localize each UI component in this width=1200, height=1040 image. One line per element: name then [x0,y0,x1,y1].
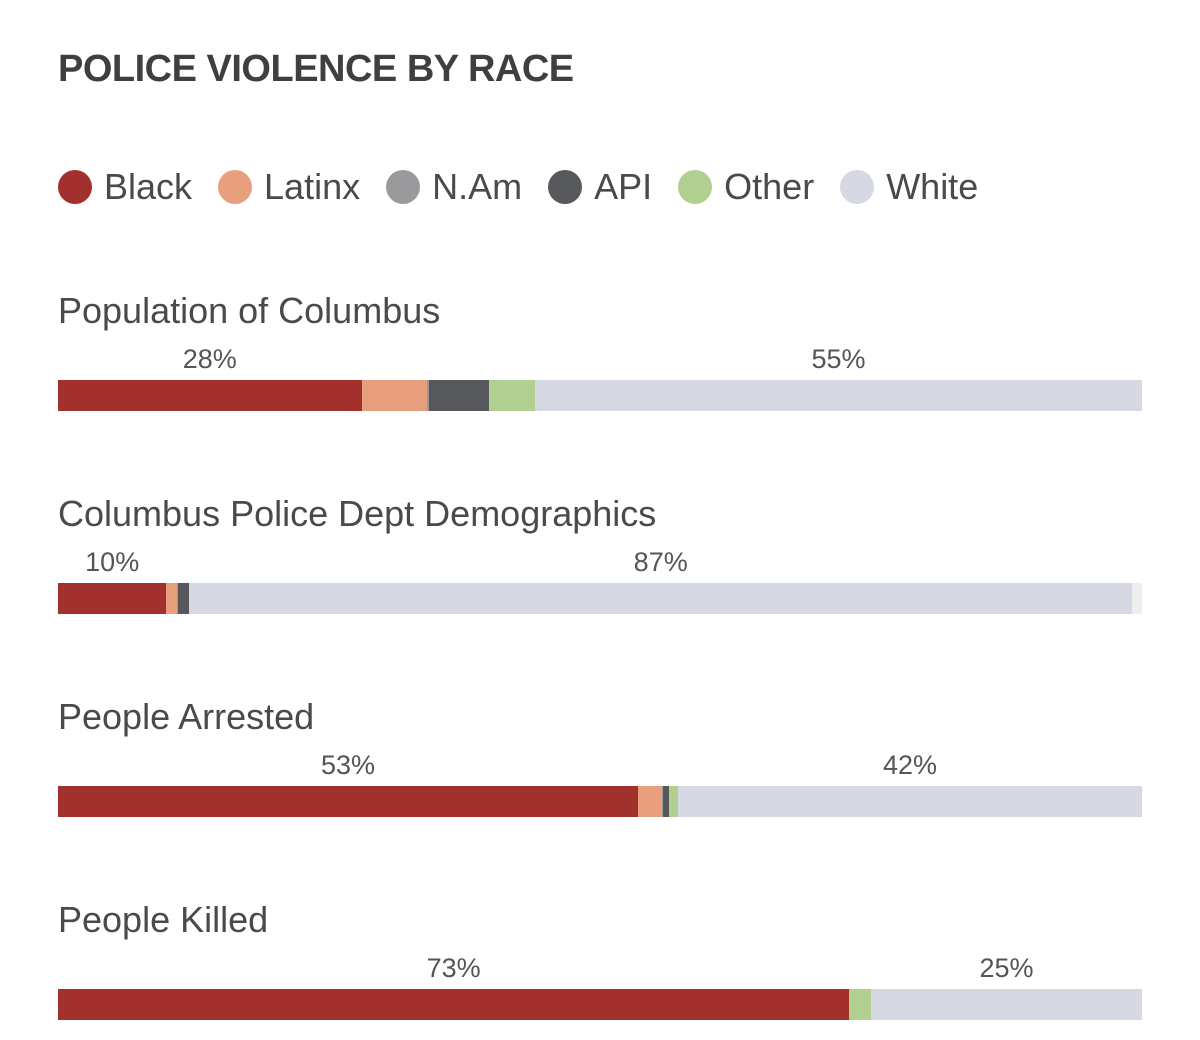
bar-segment-people-arrested-black [58,786,638,817]
bar-segment-people-arrested-n-am [661,786,663,817]
legend-item-other: Other [678,166,814,208]
data-label-people-arrested-white: 42% [882,750,938,780]
legend-swatch-white [840,170,875,204]
legend-swatch-black [58,170,92,204]
bar-columbus-police-dept-demographics [58,583,1142,614]
bar-segment-columbus-police-dept-demographics-n-am [177,583,179,614]
legend-label-white: White [886,166,979,207]
bar-segment-population-of-columbus-n-am [426,380,429,411]
legend-swatch-api [548,170,583,204]
bar-segment-columbus-police-dept-demographics-api [178,583,190,614]
legend: Black Latinx N.Am API Other White [58,164,1004,210]
bar-segment-population-of-columbus-latinx [361,380,427,411]
data-label-population-of-columbus-white: 55% [811,344,866,374]
bar-segment-columbus-police-dept-demographics-black [58,583,167,614]
data-label-population-of-columbus-black: 28% [182,344,237,374]
legend-swatch-n-am [386,170,421,204]
bar-segment-population-of-columbus-api [428,380,490,411]
data-label-people-killed-white: 25% [979,953,1034,983]
legend-item-white: White [840,166,978,208]
row-label-columbus-police-dept-demographics: Columbus Police Dept Demographics [58,493,657,534]
bar-people-arrested [58,786,1142,817]
bar-segment-population-of-columbus-other [489,380,535,411]
bar-segment-people-arrested-white [678,786,1142,817]
bar-segment-population-of-columbus-black [58,380,362,411]
bar-segment-people-arrested-other [669,786,679,817]
legend-label-black: Black [104,166,193,207]
legend-item-black: Black [58,166,192,208]
row-label-population-of-columbus: Population of Columbus [58,290,441,331]
bar-population-of-columbus [58,380,1142,411]
bar-segment-population-of-columbus-white [534,380,1142,411]
legend-swatch-latinx [218,170,253,204]
legend-label-api: API [594,166,653,207]
row-label-people-killed: People Killed [58,899,269,940]
bar-segment-people-killed-other [849,989,871,1020]
legend-label-n-am: N.Am [432,166,523,207]
bar-segment-people-killed-black [58,989,850,1020]
legend-swatch-other [678,170,713,204]
bar-segment-columbus-police-dept-demographics-white [189,583,1133,614]
data-label-people-arrested-black: 53% [320,750,375,780]
legend-label-other: Other [724,166,815,207]
bar-people-killed [58,989,1142,1020]
chart-title: POLICE VIOLENCE BY RACE [58,48,574,90]
legend-item-latinx: Latinx [218,166,360,208]
bar-segment-people-arrested-latinx [637,786,662,817]
data-label-columbus-police-dept-demographics-black: 10% [85,547,140,577]
legend-item-n-am: N.Am [386,166,522,208]
data-label-people-killed-black: 73% [426,953,481,983]
bar-segment-people-killed-white [871,989,1142,1020]
bar-segment-columbus-police-dept-demographics-latinx [166,583,178,614]
bar-segment-people-arrested-api [662,786,670,817]
legend-item-api: API [548,166,652,208]
data-label-columbus-police-dept-demographics-white: 87% [633,547,688,577]
row-label-people-arrested: People Arrested [58,696,315,737]
legend-label-latinx: Latinx [264,166,361,207]
